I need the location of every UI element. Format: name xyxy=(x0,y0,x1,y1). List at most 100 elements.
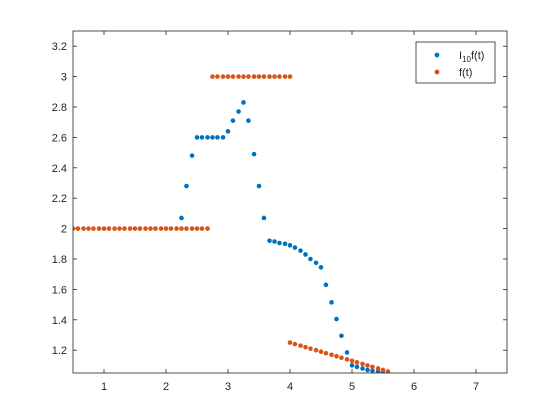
data-point-I10f xyxy=(246,118,251,123)
data-point-f xyxy=(112,226,117,231)
data-point-I10f xyxy=(323,282,329,288)
data-point-f xyxy=(73,226,76,231)
data-point-f xyxy=(329,352,334,358)
data-point-f xyxy=(251,74,257,79)
data-point-I10f xyxy=(179,215,184,221)
data-point-I10f xyxy=(210,135,215,140)
data-point-I10f xyxy=(225,129,231,134)
y-tick-label: 1.6 xyxy=(52,284,67,296)
data-point-I10f xyxy=(344,350,350,355)
data-points xyxy=(73,74,391,373)
legend: I10f(t) f(t) xyxy=(415,41,496,84)
data-point-I10f xyxy=(334,316,339,322)
data-point-I10f xyxy=(287,243,293,248)
data-point-I10f xyxy=(318,265,324,270)
data-point-f xyxy=(158,226,164,231)
data-point-I10f xyxy=(272,239,277,244)
data-point-f xyxy=(287,74,293,79)
data-point-f xyxy=(318,349,324,355)
data-point-I10f xyxy=(205,135,210,140)
data-point-f xyxy=(174,226,179,231)
data-point-f xyxy=(230,74,236,79)
data-point-I10f xyxy=(354,364,360,370)
data-point-f xyxy=(313,347,319,353)
data-point-f xyxy=(91,226,96,231)
y-tick-label: 2.2 xyxy=(52,193,67,205)
data-point-I10f xyxy=(220,135,226,140)
data-point-I10f xyxy=(329,300,334,305)
data-point-f xyxy=(339,355,344,361)
legend-label-i10f-suffix: f(t) xyxy=(471,50,484,62)
y-tick-label: 2 xyxy=(61,224,67,236)
data-point-f xyxy=(241,74,246,79)
data-point-I10f xyxy=(199,135,205,140)
data-point-f xyxy=(360,361,365,367)
data-point-f xyxy=(272,74,277,79)
data-point-I10f xyxy=(230,118,236,123)
data-point-f xyxy=(298,343,303,348)
data-point-f xyxy=(344,357,350,362)
data-point-f xyxy=(117,226,122,231)
y-tick-label: 2.4 xyxy=(52,163,67,175)
data-point-f xyxy=(132,226,138,231)
data-point-f xyxy=(261,74,267,79)
data-point-f xyxy=(349,358,355,364)
data-point-f xyxy=(225,74,231,79)
data-point-I10f xyxy=(282,241,288,247)
data-point-I10f xyxy=(298,248,303,253)
plot-frame xyxy=(72,30,508,374)
data-point-f xyxy=(287,340,293,345)
data-point-I10f xyxy=(184,183,189,189)
data-point-f xyxy=(189,226,195,231)
data-point-I10f xyxy=(241,100,246,105)
legend-marker-f xyxy=(434,69,440,75)
data-point-I10f xyxy=(370,368,375,373)
data-point-I10f xyxy=(292,245,298,250)
data-point-f xyxy=(385,369,391,373)
data-point-I10f xyxy=(339,333,344,339)
data-point-f xyxy=(75,226,81,231)
data-point-f xyxy=(194,226,200,231)
data-point-I10f xyxy=(194,135,200,140)
y-tick-label: 1.8 xyxy=(52,254,67,266)
legend-box xyxy=(415,41,496,84)
data-point-f xyxy=(199,226,205,231)
data-point-f xyxy=(143,226,148,231)
data-point-f xyxy=(122,226,127,231)
data-point-f xyxy=(215,74,220,79)
data-point-f xyxy=(96,226,102,231)
data-point-f xyxy=(220,74,226,79)
legend-label-f: f(t) xyxy=(459,67,472,79)
data-point-f xyxy=(323,350,329,356)
data-point-f xyxy=(365,363,370,368)
x-tick-label: 1 xyxy=(101,381,107,393)
data-point-I10f xyxy=(308,256,313,262)
data-point-f xyxy=(205,226,210,231)
x-tick-label: 2 xyxy=(163,381,169,393)
data-point-f xyxy=(308,346,313,351)
legend-label-i10f-sub: 10 xyxy=(462,55,471,64)
data-point-f xyxy=(334,353,339,359)
data-point-f xyxy=(292,341,298,347)
data-point-f xyxy=(210,74,215,79)
legend-label-i10f-base: I xyxy=(459,50,462,62)
y-tick-label: 3 xyxy=(61,72,67,84)
data-point-I10f xyxy=(267,238,272,244)
data-point-I10f xyxy=(261,215,267,221)
data-point-f xyxy=(375,366,381,371)
data-point-I10f xyxy=(365,367,370,373)
data-point-I10f xyxy=(256,183,262,189)
data-point-f xyxy=(168,226,174,231)
data-point-I10f xyxy=(189,153,195,158)
data-point-f xyxy=(277,74,282,79)
legend-marker-i10f xyxy=(434,52,440,58)
data-point-f xyxy=(101,226,107,231)
data-point-f xyxy=(163,226,169,231)
data-point-f xyxy=(148,226,153,231)
data-point-f xyxy=(86,226,91,231)
data-point-I10f xyxy=(349,363,355,368)
data-point-I10f xyxy=(303,252,308,257)
data-point-I10f xyxy=(360,366,365,371)
data-point-f xyxy=(81,226,86,231)
